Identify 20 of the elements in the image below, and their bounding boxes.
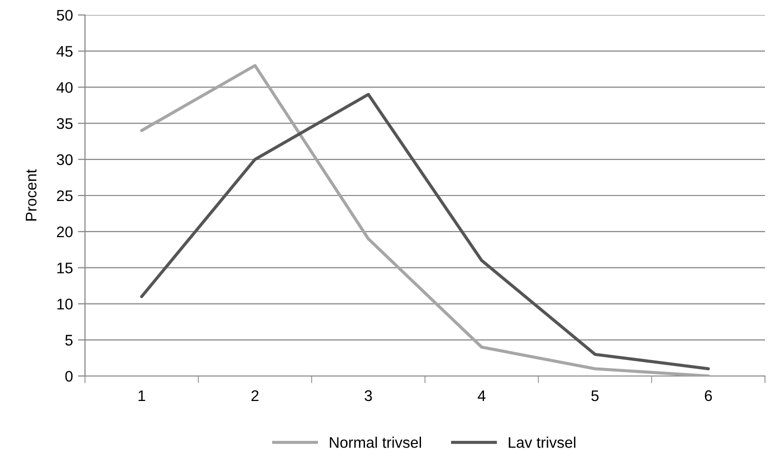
x-tick-label: 2 [252, 390, 258, 401]
y-tick-label: 40 [56, 82, 73, 93]
x-tick-label: 6 [704, 390, 712, 402]
x-tick-label: 1 [138, 390, 146, 401]
x-tick-label: 5 [591, 390, 599, 402]
y-tick-label: 25 [56, 190, 73, 202]
x-tick-label: 3 [364, 390, 372, 402]
y-tick-label: 45 [56, 46, 73, 57]
y-tick-label: 30 [56, 154, 73, 166]
legend-label: Normal trivsel [330, 436, 422, 448]
legend-label: Lav trivsel [508, 436, 576, 448]
y-tick-label: 5 [65, 334, 73, 346]
y-tick-label: 10 [57, 298, 73, 310]
y-tick-label: 35 [56, 118, 73, 129]
y-tick-label: 0 [65, 370, 73, 382]
y-tick-label: 15 [57, 262, 73, 274]
x-tick-label: 4 [478, 390, 486, 401]
y-tick-label: 20 [56, 226, 73, 238]
y-axis-title: Procent [26, 169, 37, 221]
y-tick-label: 50 [56, 10, 73, 21]
